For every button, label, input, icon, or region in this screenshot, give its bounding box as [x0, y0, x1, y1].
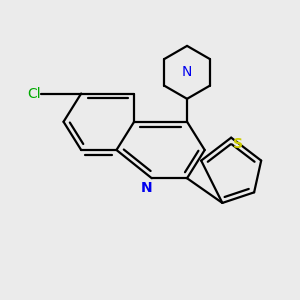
- Text: S: S: [232, 137, 242, 151]
- Text: N: N: [141, 181, 152, 195]
- Text: Cl: Cl: [27, 86, 41, 100]
- Text: N: N: [182, 65, 192, 80]
